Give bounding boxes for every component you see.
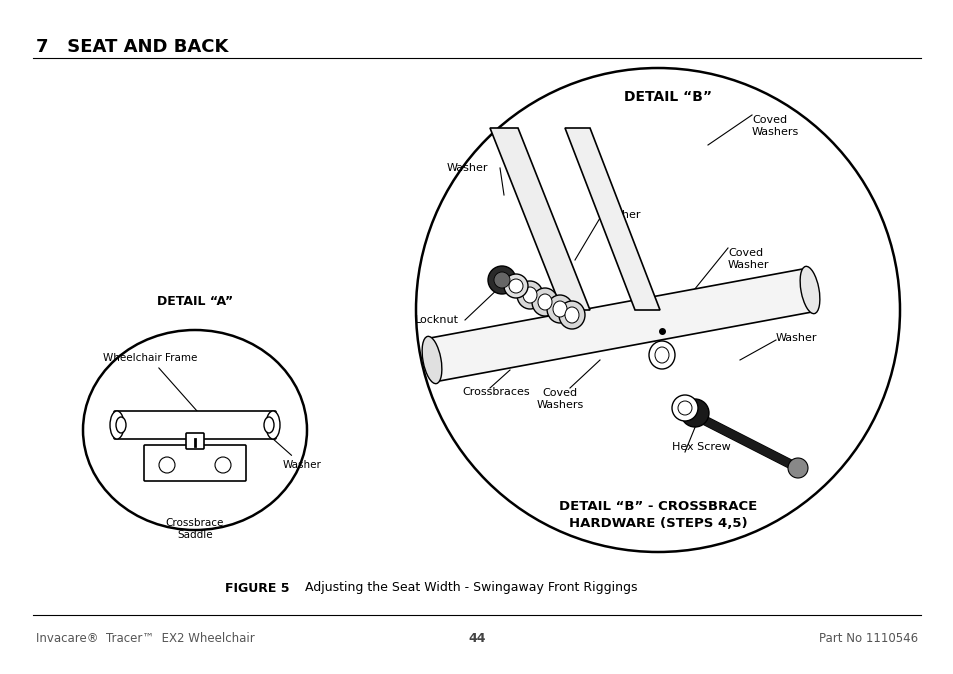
- Text: Crossbraces: Crossbraces: [461, 387, 529, 397]
- Polygon shape: [428, 268, 813, 381]
- Ellipse shape: [655, 347, 668, 363]
- Text: Washer: Washer: [775, 333, 817, 343]
- Circle shape: [787, 458, 807, 478]
- Text: DETAIL “B” - CROSSBRACE
HARDWARE (STEPS 4,5): DETAIL “B” - CROSSBRACE HARDWARE (STEPS …: [558, 500, 757, 530]
- Ellipse shape: [648, 341, 675, 369]
- Ellipse shape: [517, 281, 542, 309]
- Circle shape: [680, 399, 708, 427]
- Ellipse shape: [264, 417, 274, 433]
- Text: Wheelchair Frame: Wheelchair Frame: [103, 353, 203, 418]
- Ellipse shape: [266, 411, 280, 439]
- Ellipse shape: [532, 288, 558, 316]
- Circle shape: [503, 274, 527, 298]
- Ellipse shape: [564, 307, 578, 323]
- Polygon shape: [564, 128, 659, 310]
- Circle shape: [494, 272, 510, 288]
- Circle shape: [509, 279, 522, 293]
- Text: Washer: Washer: [265, 432, 321, 470]
- Polygon shape: [490, 128, 589, 310]
- Text: DETAIL “A”: DETAIL “A”: [157, 295, 233, 308]
- Circle shape: [214, 457, 231, 473]
- Text: Coved
Washers: Coved Washers: [751, 115, 799, 137]
- Circle shape: [159, 457, 174, 473]
- Text: Hex Screw: Hex Screw: [671, 442, 730, 452]
- Text: Washer: Washer: [447, 163, 488, 173]
- FancyBboxPatch shape: [186, 433, 204, 449]
- Ellipse shape: [421, 336, 441, 384]
- Text: 44: 44: [468, 632, 485, 644]
- Ellipse shape: [110, 411, 124, 439]
- Text: Coved
Washer: Coved Washer: [727, 248, 769, 270]
- Text: Part No 1110546: Part No 1110546: [818, 632, 917, 644]
- Ellipse shape: [553, 301, 566, 317]
- FancyBboxPatch shape: [113, 411, 275, 439]
- Ellipse shape: [116, 417, 126, 433]
- Text: Locknut: Locknut: [415, 315, 458, 325]
- Text: DETAIL “B”: DETAIL “B”: [623, 90, 711, 104]
- Text: 7   SEAT AND BACK: 7 SEAT AND BACK: [36, 38, 228, 56]
- Ellipse shape: [522, 287, 537, 303]
- Text: FIGURE 5: FIGURE 5: [225, 582, 290, 594]
- Text: Adjusting the Seat Width - Swingaway Front Riggings: Adjusting the Seat Width - Swingaway Fro…: [293, 582, 637, 594]
- Text: Invacare®  Tracer™  EX2 Wheelchair: Invacare® Tracer™ EX2 Wheelchair: [36, 632, 254, 644]
- Circle shape: [671, 395, 698, 421]
- Text: Crossbrace
Saddle: Crossbrace Saddle: [166, 518, 224, 541]
- Ellipse shape: [537, 294, 552, 310]
- Circle shape: [488, 266, 516, 294]
- Circle shape: [678, 401, 691, 415]
- Ellipse shape: [558, 301, 584, 329]
- Text: Coved
Washers: Coved Washers: [536, 388, 583, 410]
- Text: Washer: Washer: [599, 210, 640, 220]
- Ellipse shape: [546, 295, 573, 323]
- FancyBboxPatch shape: [144, 445, 246, 481]
- Ellipse shape: [800, 266, 819, 313]
